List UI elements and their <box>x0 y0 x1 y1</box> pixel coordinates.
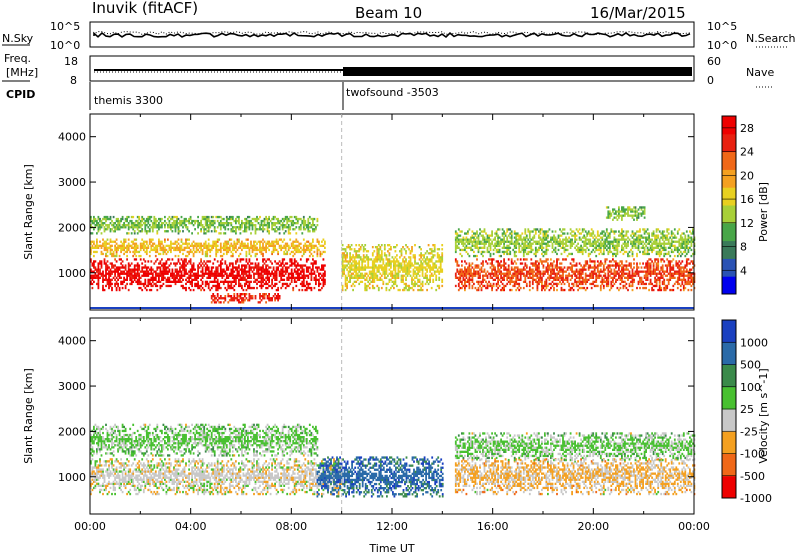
power-ylabel: Slant Range [km] <box>22 164 35 260</box>
scatter-band-3 <box>90 215 319 235</box>
beam-title: Beam 10 <box>355 4 422 22</box>
nsearch-trace <box>93 30 691 35</box>
y-tick-label: 1000 <box>58 471 86 484</box>
axes: 1000 2000 3000 4000 1000 2000 3000 4000 00:00 04:… <box>58 114 710 533</box>
x-tick-label: 00:00 <box>678 520 710 533</box>
cpid-segment-2: twofsound -3503 <box>346 86 439 99</box>
cpid-panel: CPID themis 3300 twofsound -3503 <box>6 82 439 110</box>
colorbar-tick-label: 100 <box>740 381 761 394</box>
colorbar-swatch <box>722 116 736 135</box>
x-tick-label: 04:00 <box>175 520 207 533</box>
colorbar-swatch <box>722 169 736 188</box>
freq-label: Freq. <box>4 52 31 65</box>
y-tick-label: 1000 <box>58 267 86 280</box>
colorbar-tick-label: -100 <box>740 448 765 461</box>
scatter-band-2 <box>90 238 326 258</box>
y-tick-label: 3000 <box>58 176 86 189</box>
freq-tick-bottom: 8 <box>70 74 77 87</box>
freq-panel: Freq. [MHz] 18 8 60 0 Nave <box>2 52 774 88</box>
scatter-band-5 <box>341 244 444 292</box>
colorbar-frame <box>721 115 737 295</box>
power-colorbar-label: Power [dB] <box>757 182 770 242</box>
x-tick-label: 08:00 <box>275 520 307 533</box>
freq-tick-top: 18 <box>64 55 78 68</box>
date-title: 16/Mar/2015 <box>590 4 686 22</box>
y-tick-label: 3000 <box>58 380 86 393</box>
scatter-band-7 <box>454 228 696 258</box>
velocity-heatmap <box>90 423 696 498</box>
colorbar-swatch <box>722 151 736 170</box>
nsearch-tick-top: 10^5 <box>707 20 737 33</box>
scatter-band-8 <box>605 206 646 221</box>
freq-unit: [MHz] <box>6 66 38 79</box>
colorbar-tick-label: 20 <box>740 169 754 182</box>
colorbar-tick-label: -25 <box>740 425 758 438</box>
colorbar-swatch <box>722 187 736 206</box>
x-tick-label: 16:00 <box>477 520 509 533</box>
x-tick-label: 20:00 <box>577 520 609 533</box>
x-tick-label: 00:00 <box>74 520 106 533</box>
colorbar-tick-label: 12 <box>740 217 754 230</box>
nave-tick-top: 60 <box>707 55 721 68</box>
y-tick-label: 4000 <box>58 131 86 144</box>
x-tick-label: 12:00 <box>376 520 408 533</box>
colorbar-swatch <box>722 222 736 242</box>
nsky-tick-top: 10^5 <box>50 20 80 33</box>
time-xlabel: Time UT <box>368 542 414 554</box>
velocity-colorbar-label: Velocity [m s^-1] <box>757 368 770 463</box>
colorbar-swatch <box>722 409 736 432</box>
colorbar-swatch <box>722 258 736 277</box>
colorbar-swatch <box>722 240 736 259</box>
colorbar-tick-label: 24 <box>740 146 754 159</box>
scatter-band-5 <box>454 432 696 462</box>
y-tick-label: 2000 <box>58 425 86 438</box>
colorbar-tick-label: 1000 <box>740 336 768 349</box>
nave-tick-bottom: 0 <box>707 74 714 87</box>
scatter-band-4 <box>454 458 696 496</box>
scatter-band-2 <box>90 423 319 457</box>
power-heatmap <box>90 206 696 304</box>
colorbar-tick-label: -500 <box>740 470 765 483</box>
scatter-band-1 <box>90 458 343 496</box>
colorbar-tick-label: 8 <box>740 241 747 254</box>
colorbar-swatch <box>722 342 736 365</box>
nsky-label: N.Sky <box>2 32 34 45</box>
colorbar-swatch <box>722 364 736 388</box>
scatter-band-4 <box>210 293 281 304</box>
power-colorbar: 4 8 12 16 20 24 28 <box>721 115 754 295</box>
colorbar-swatch <box>722 133 736 153</box>
velocity-ylabel: Slant Range [km] <box>22 368 35 464</box>
colorbar-swatch <box>722 453 736 477</box>
y-tick-label: 4000 <box>58 335 86 348</box>
colorbar-tick-label: 4 <box>740 264 747 277</box>
nsearch-tick-bottom: 10^0 <box>707 39 737 52</box>
nave-label: Nave <box>746 66 774 79</box>
colorbar-swatch <box>722 431 736 454</box>
colorbar-swatch <box>722 386 736 410</box>
colorbar-tick-label: 28 <box>740 122 754 135</box>
cpid-segment-1: themis 3300 <box>94 94 163 107</box>
station-title: Inuvik (fitACF) <box>92 0 198 17</box>
freq-trace-twofsound <box>343 67 692 76</box>
nsearch-label: N.Search <box>746 32 796 45</box>
cpid-label: CPID <box>6 88 35 101</box>
colorbar-swatch <box>722 205 736 224</box>
colorbar-tick-label: 16 <box>740 193 754 206</box>
colorbar-tick-label: -1000 <box>740 492 772 505</box>
colorbar-tick-label: 500 <box>740 359 761 372</box>
nsky-tick-bottom: 10^0 <box>50 39 80 52</box>
colorbar-swatch <box>722 475 736 499</box>
colorbar-swatch <box>722 276 736 295</box>
velocity-colorbar: 1000 500 100 25 -25 -100 -500 -1000 <box>721 319 772 505</box>
scatter-band-6 <box>454 258 696 292</box>
scatter-band-3 <box>316 456 444 498</box>
nsky-panel: N.Sky 10^5 10^0 10^5 10^0 N.Search <box>2 20 796 52</box>
scatter-band-1 <box>90 258 326 292</box>
colorbar-swatch <box>722 320 736 343</box>
colorbar-tick-label: 25 <box>740 403 754 416</box>
y-tick-label: 2000 <box>58 221 86 234</box>
